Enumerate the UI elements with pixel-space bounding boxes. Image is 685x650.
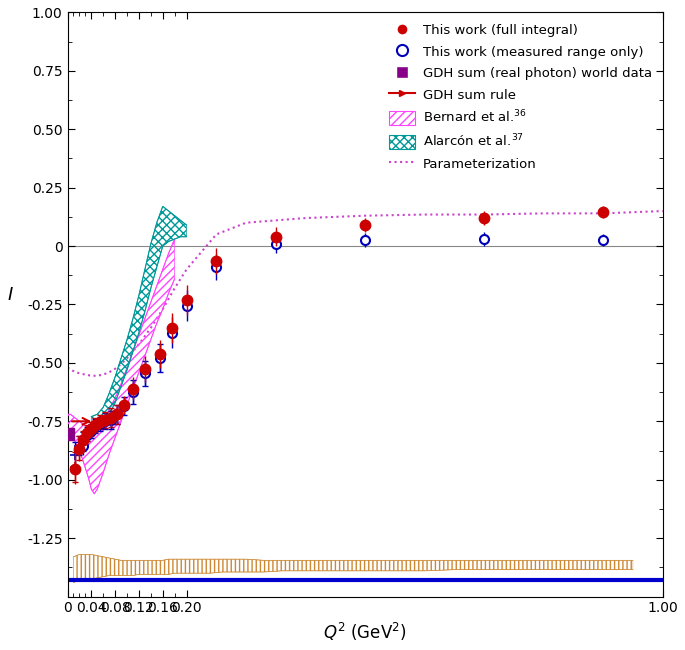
Parameterization (361, 212, 369, 220)
Parameterization (147, 324, 155, 332)
Parameterization (82, 370, 90, 378)
Parameterization (658, 207, 667, 215)
Parameterization (87, 372, 95, 380)
Parameterization (93, 372, 101, 380)
Parameterization (123, 354, 131, 362)
Parameterization (540, 209, 548, 217)
Parameterization (64, 363, 72, 371)
Parameterization (111, 365, 119, 372)
Parameterization (421, 211, 429, 218)
Parameterization (117, 360, 125, 368)
Parameterization (159, 306, 167, 313)
Parameterization (182, 266, 190, 274)
Y-axis label: $I$: $I$ (7, 287, 14, 304)
Line: Parameterization: Parameterization (68, 211, 662, 376)
Parameterization (99, 370, 108, 378)
Parameterization (212, 231, 221, 239)
Parameterization (75, 369, 84, 377)
X-axis label: $Q^2$ (GeV$^2$): $Q^2$ (GeV$^2$) (323, 621, 407, 643)
Parameterization (301, 214, 310, 222)
Parameterization (135, 341, 143, 348)
Parameterization (105, 369, 113, 376)
Parameterization (69, 367, 77, 375)
Parameterization (171, 284, 179, 292)
Parameterization (242, 219, 250, 227)
Parameterization (599, 209, 608, 217)
Parameterization (480, 211, 488, 218)
Legend: This work (full integral), This work (measured range only), GDH sum (real photon: This work (full integral), This work (me… (385, 19, 656, 175)
